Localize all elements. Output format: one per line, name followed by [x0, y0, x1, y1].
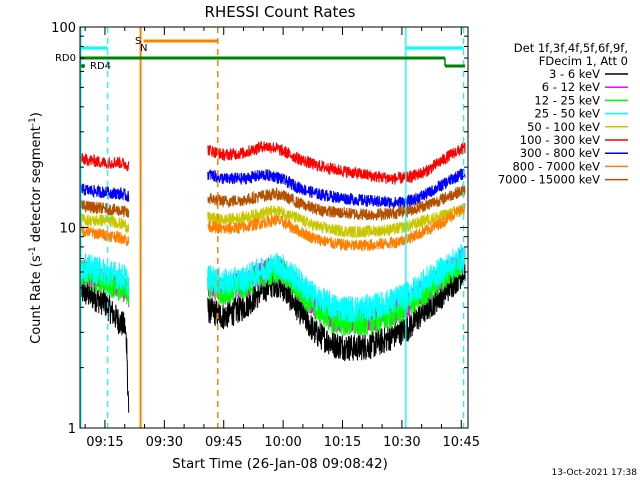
x-axis-label: Start Time (26-Jan-08 09:08:42): [172, 456, 388, 472]
legend-entry-0: 3 - 6 keV: [549, 67, 628, 81]
y-axis-label-sup1: -1: [28, 246, 38, 255]
legend-entry-label-7: 800 - 7000 keV: [512, 159, 600, 173]
rd0-label: RD0: [55, 53, 76, 64]
series-line-3-to-6kev: [80, 258, 466, 413]
legend-entry-label-3: 25 - 50 keV: [534, 107, 600, 121]
legend-entry-label-4: 50 - 100 keV: [527, 120, 600, 134]
n-label: N: [140, 43, 147, 54]
legend-entry-label-5: 100 - 300 keV: [520, 133, 600, 147]
legend-entry-6: 300 - 800 keV: [520, 146, 628, 160]
legend-entry-label-0: 3 - 6 keV: [549, 67, 600, 81]
s-label: S: [135, 36, 141, 47]
x-tick-label-0: 09:15: [86, 435, 123, 450]
legend-entry-4: 50 - 100 keV: [527, 120, 628, 134]
series-line-100-to-300kev: [80, 141, 466, 185]
series-line-300-to-800kev: [80, 168, 466, 209]
rd4-marker: [81, 64, 85, 68]
y-axis-label-sup2: -1: [28, 117, 38, 126]
legend-entry-8: 7000 - 15000 keV: [498, 173, 628, 187]
legend-header-line-1: Det 1f,3f,4f,5f,6f,9f,: [514, 41, 628, 55]
x-tick-label-5: 10:30: [383, 435, 420, 450]
y-axis-label-main: Count Rate (s: [29, 255, 44, 344]
series-line-7000-to-15000kev: [80, 185, 466, 222]
x-tick-label-6: 10:45: [443, 435, 480, 450]
series-line-50-to-100kev: [80, 204, 466, 239]
x-tick-label-4: 10:15: [324, 435, 361, 450]
legend-entry-3: 25 - 50 keV: [534, 107, 628, 121]
axes-layer: 09:15 09:30 09:45 10:00 10:15 10:30 10:45 1 10 10…: [51, 21, 480, 450]
legend-entry-5: 100 - 300 keV: [520, 133, 628, 147]
series-line-800-to-7000kev: [80, 203, 466, 252]
render-timestamp: 13-Oct-2021 17:38: [552, 468, 638, 478]
y-tick-label-1: 10: [59, 222, 76, 237]
legend-entry-2: 12 - 25 keV: [534, 93, 628, 107]
legend-entry-1: 6 - 12 keV: [542, 80, 628, 94]
legend: Det 1f,3f,4f,5f,6f,9f, FDecim 1, Att 0 3…: [498, 41, 628, 187]
y-axis-label-mid: detector segment: [29, 126, 44, 246]
series-layer: [80, 141, 466, 413]
x-tick-label-2: 09:45: [205, 435, 242, 450]
y-tick-label-2: 100: [51, 21, 76, 36]
legend-entry-label-8: 7000 - 15000 keV: [498, 173, 600, 187]
legend-entry-label-6: 300 - 800 keV: [520, 146, 600, 160]
rd4-label: RD4: [90, 61, 111, 72]
legend-entry-label-2: 12 - 25 keV: [534, 93, 600, 107]
x-tick-label-1: 09:30: [146, 435, 183, 450]
y-axis-label: Count Rate (s-1 detector segment-1): [28, 112, 44, 344]
x-tick-label-3: 10:00: [264, 435, 301, 450]
legend-header-line-2: FDecim 1, Att 0: [539, 54, 628, 68]
series-line-25-to-50kev: [80, 244, 466, 323]
legend-entry-7: 800 - 7000 keV: [512, 159, 628, 173]
chart-title: RHESSI Count Rates: [205, 3, 356, 21]
y-axis-label-end: ): [29, 112, 44, 117]
y-tick-label-0: 1: [68, 422, 76, 437]
legend-entry-label-1: 6 - 12 keV: [542, 80, 600, 94]
